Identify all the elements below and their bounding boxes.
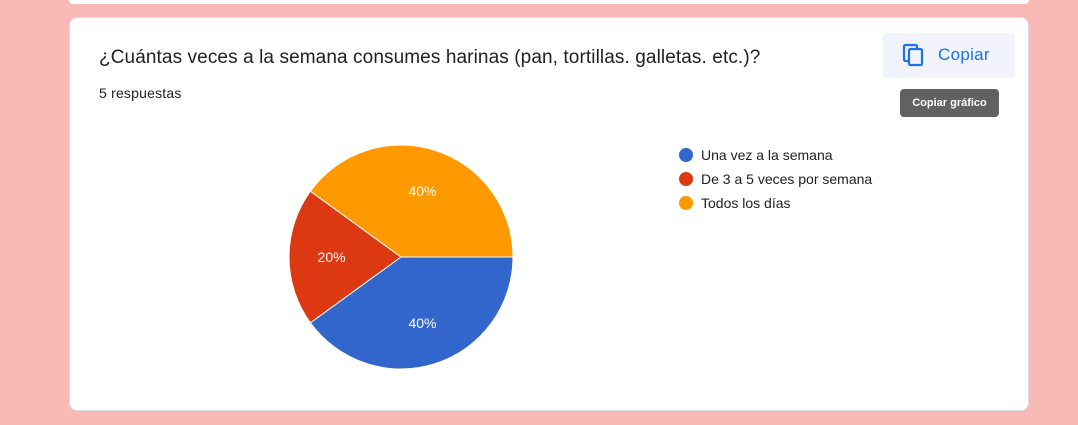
legend-swatch <box>679 172 693 186</box>
pie-slice-label: 40% <box>408 315 436 331</box>
legend-swatch <box>679 148 693 162</box>
legend-label: Una vez a la semana <box>701 147 833 163</box>
pie-slice[interactable] <box>309 144 514 258</box>
legend-item[interactable]: De 3 a 5 veces por semana <box>679 167 872 191</box>
chart-legend: Una vez a la semana De 3 a 5 veces por se… <box>679 143 872 215</box>
pie-slice[interactable] <box>288 190 402 324</box>
legend-item[interactable]: Todos los días <box>679 191 872 215</box>
copy-icon <box>902 43 924 67</box>
pie-slice-label: 40% <box>408 183 436 199</box>
copy-chart-tooltip: Copiar gráfico <box>900 89 999 117</box>
question-title: ¿Cuántas veces a la semana consumes hari… <box>99 47 761 68</box>
copy-chart-button[interactable]: Copiar <box>883 33 1015 78</box>
copy-button-label: Copiar <box>938 45 990 64</box>
pie-chart: 40% 20% 40% <box>288 144 514 370</box>
pie-slice-label: 20% <box>318 249 346 265</box>
previous-card-edge <box>69 0 1029 4</box>
legend-label: Todos los días <box>701 195 791 211</box>
pie-slice[interactable] <box>309 256 514 370</box>
response-count: 5 respuestas <box>99 85 182 101</box>
legend-label: De 3 a 5 veces por semana <box>701 171 873 187</box>
legend-item[interactable]: Una vez a la semana <box>679 143 872 167</box>
legend-swatch <box>679 196 693 210</box>
question-summary-card: ¿Cuántas veces a la semana consumes hari… <box>69 17 1029 411</box>
